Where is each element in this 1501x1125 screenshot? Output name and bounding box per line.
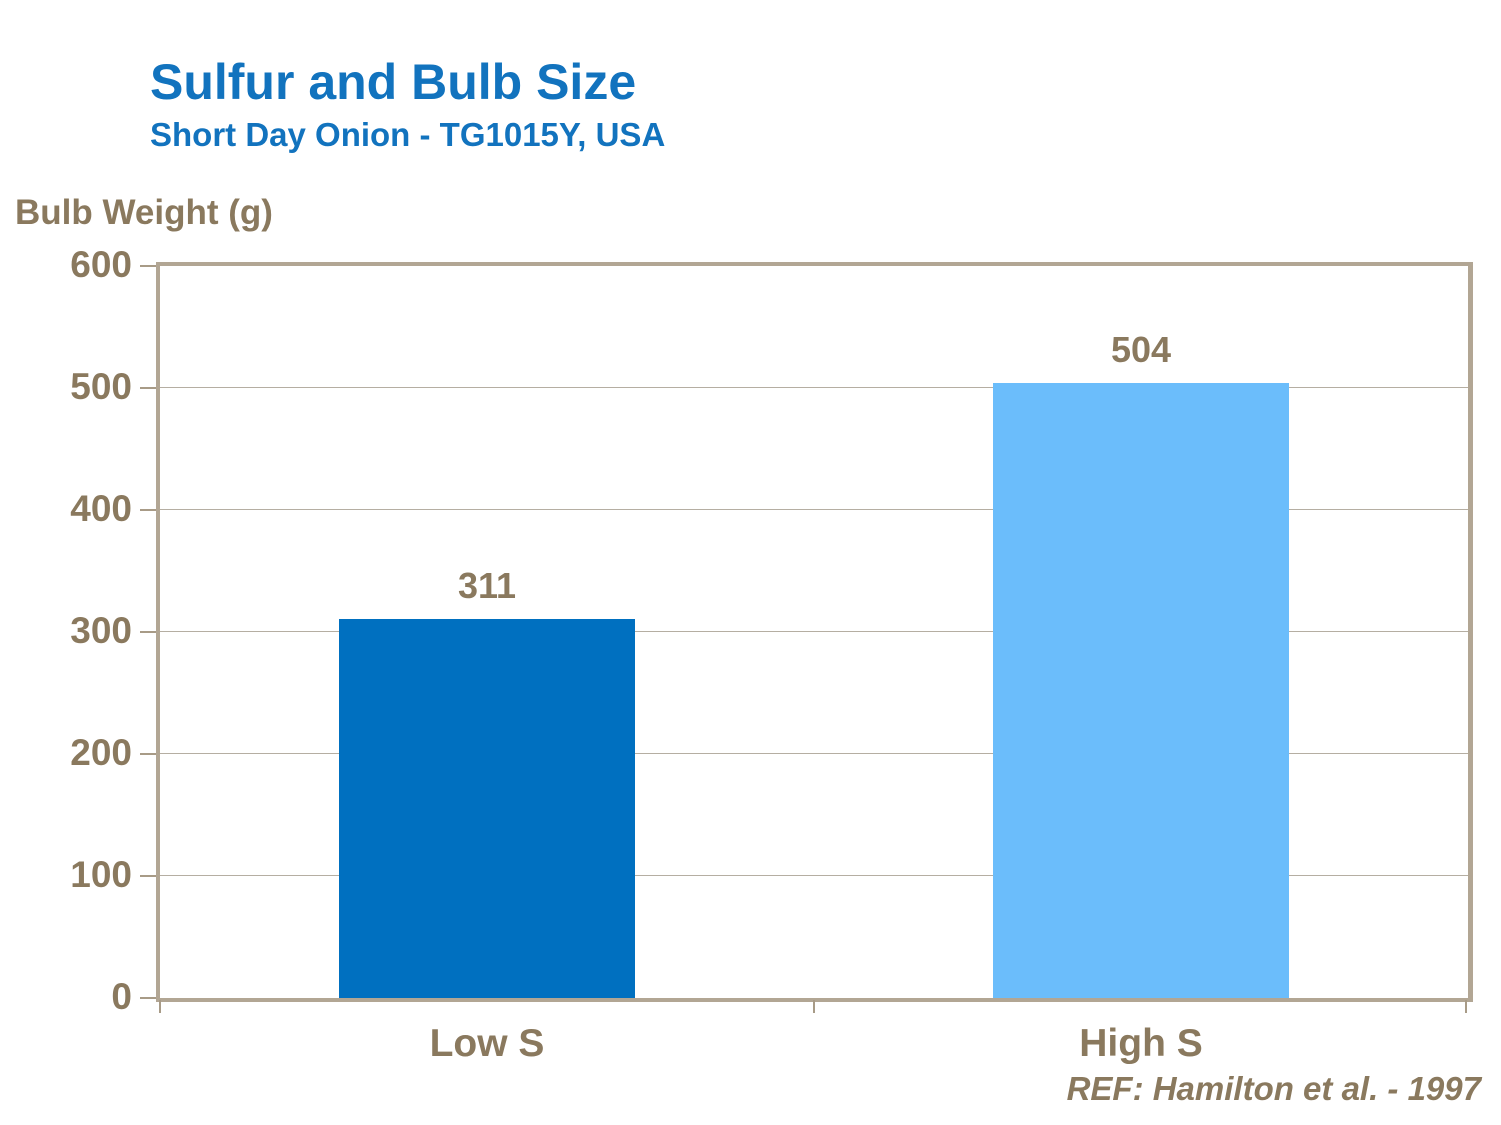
y-axis-title: Bulb Weight (g): [15, 193, 273, 232]
x-category-label-1: High S: [1079, 1022, 1203, 1065]
y-tick-label-400: 400: [70, 488, 132, 529]
y-tick-label-600: 600: [70, 244, 132, 285]
x-tick-mark-1: [813, 1000, 815, 1013]
y-tick-mark-500: [140, 387, 156, 389]
chart-header: Sulfur and Bulb Size Short Day Onion - T…: [150, 55, 665, 154]
y-tick-mark-600: [140, 265, 156, 267]
plot-area: 311 504: [156, 262, 1473, 1002]
x-category-label-0: Low S: [429, 1022, 545, 1065]
chart-subtitle: Short Day Onion - TG1015Y, USA: [150, 116, 666, 153]
reference-note: REF: Hamilton et al. - 1997: [1066, 1070, 1481, 1107]
x-tick-mark-2: [1465, 1000, 1467, 1013]
x-tick-mark-0: [159, 1000, 161, 1013]
y-tick-mark-300: [140, 631, 156, 633]
gridline-400: [160, 509, 1468, 510]
chart-title: Sulfur and Bulb Size: [150, 54, 637, 110]
gridline-100: [160, 875, 1468, 876]
y-tick-mark-400: [140, 509, 156, 511]
y-tick-mark-200: [140, 753, 156, 755]
gridline-200: [160, 753, 1468, 754]
plot-inner: 311 504: [160, 266, 1468, 998]
gridline-300: [160, 631, 1468, 632]
y-tick-label-0: 0: [111, 976, 132, 1017]
bar-value-label-0: 311: [457, 564, 517, 606]
y-tick-label-300: 300: [70, 610, 132, 651]
bar-low-s: [339, 618, 635, 998]
bar-value-label-1: 504: [1110, 329, 1172, 371]
y-tick-label-100: 100: [70, 854, 132, 895]
y-tick-mark-0: [140, 997, 156, 999]
y-tick-label-200: 200: [70, 732, 132, 773]
y-tick-label-500: 500: [70, 366, 132, 407]
gridline-500: [160, 387, 1468, 388]
bar-high-s: [993, 383, 1289, 998]
y-tick-mark-100: [140, 875, 156, 877]
